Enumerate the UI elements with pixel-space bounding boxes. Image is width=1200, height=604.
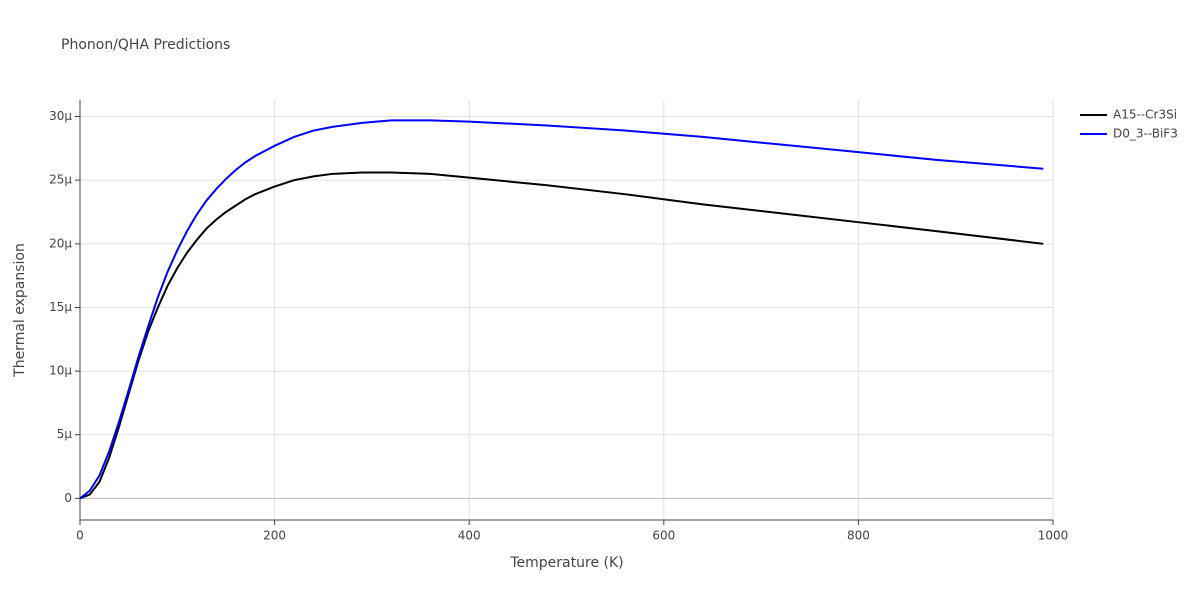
legend-label: D0_3--BiF3 [1113, 127, 1178, 141]
y-tick-label: 0 [64, 491, 72, 505]
y-axis-title: Thermal expansion [12, 243, 28, 378]
x-tick-label: 200 [263, 529, 286, 543]
x-tick-label: 1000 [1038, 529, 1069, 543]
y-tick-label: 5μ [57, 427, 73, 441]
legend-label: A15--Cr3Si [1113, 108, 1177, 122]
y-tick-label: 10μ [49, 364, 72, 378]
chart-title: Phonon/QHA Predictions [61, 37, 230, 53]
x-tick-label: 400 [458, 529, 481, 543]
y-tick-label: 20μ [49, 236, 72, 250]
y-tick-label: 15μ [49, 300, 72, 314]
series-line [79, 119, 1044, 500]
series-line [79, 171, 1044, 500]
x-axis-title: Temperature (K) [509, 555, 623, 571]
y-tick-label: 30μ [49, 109, 72, 123]
x-tick-label: 0 [76, 529, 84, 543]
y-tick-label: 25μ [49, 173, 72, 187]
x-tick-label: 800 [847, 529, 870, 543]
x-tick-label: 600 [652, 529, 675, 543]
